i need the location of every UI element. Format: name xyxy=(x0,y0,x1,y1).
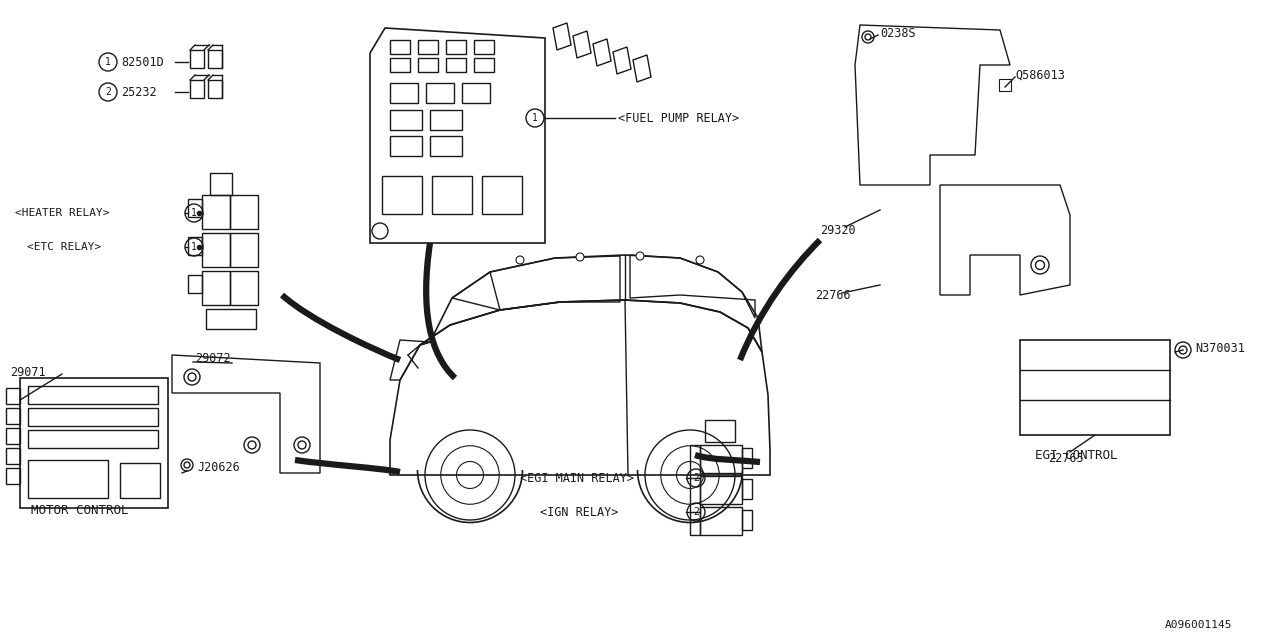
Circle shape xyxy=(696,256,704,264)
Bar xyxy=(483,176,522,214)
Bar xyxy=(705,420,735,442)
Bar xyxy=(230,233,259,267)
Text: <ETC RELAY>: <ETC RELAY> xyxy=(27,242,101,252)
Bar xyxy=(390,58,410,72)
Bar xyxy=(209,50,221,68)
Bar xyxy=(700,445,742,473)
Text: N370031: N370031 xyxy=(1196,342,1245,355)
Bar xyxy=(188,275,202,293)
Bar xyxy=(742,479,753,499)
Text: Q586013: Q586013 xyxy=(1015,68,1065,81)
Bar xyxy=(474,40,494,54)
Bar xyxy=(209,80,221,98)
Bar xyxy=(230,271,259,305)
Bar xyxy=(28,460,108,498)
Bar xyxy=(690,445,700,535)
Bar xyxy=(462,83,490,103)
Text: MOTOR CONTROL: MOTOR CONTROL xyxy=(31,504,129,516)
Bar xyxy=(189,50,204,68)
Text: 1: 1 xyxy=(191,208,197,218)
Bar xyxy=(419,58,438,72)
Bar xyxy=(28,408,157,426)
Text: <EGI MAIN RELAY>: <EGI MAIN RELAY> xyxy=(520,472,634,484)
Bar xyxy=(445,40,466,54)
Bar xyxy=(6,408,20,424)
Text: 1: 1 xyxy=(532,113,538,123)
Bar xyxy=(700,507,742,535)
Bar xyxy=(202,195,230,229)
Text: 1: 1 xyxy=(105,57,111,67)
Bar xyxy=(20,378,168,508)
Bar xyxy=(390,136,422,156)
Text: 2: 2 xyxy=(692,507,699,517)
Bar xyxy=(390,40,410,54)
Text: 1: 1 xyxy=(191,242,197,252)
Bar xyxy=(445,58,466,72)
Text: 22766: 22766 xyxy=(815,289,851,301)
Bar xyxy=(700,476,742,504)
Text: 29320: 29320 xyxy=(820,223,855,237)
Bar xyxy=(742,510,753,530)
Text: A096001145: A096001145 xyxy=(1165,620,1233,630)
Text: 22765: 22765 xyxy=(1048,451,1084,465)
Bar xyxy=(189,80,204,98)
Bar xyxy=(390,110,422,130)
Bar xyxy=(28,430,157,448)
Text: <IGN RELAY>: <IGN RELAY> xyxy=(540,506,618,518)
Text: <HEATER RELAY>: <HEATER RELAY> xyxy=(15,208,110,218)
Text: 2: 2 xyxy=(105,87,111,97)
Bar xyxy=(390,83,419,103)
Bar xyxy=(210,173,232,195)
Bar xyxy=(6,468,20,484)
Text: 29071: 29071 xyxy=(10,365,46,378)
Circle shape xyxy=(636,252,644,260)
Text: 25232: 25232 xyxy=(122,86,156,99)
Circle shape xyxy=(576,253,584,261)
Bar xyxy=(474,58,494,72)
Text: J20626: J20626 xyxy=(197,461,239,474)
Bar xyxy=(6,388,20,404)
Bar xyxy=(230,195,259,229)
Bar xyxy=(202,271,230,305)
Bar xyxy=(430,110,462,130)
Bar xyxy=(433,176,472,214)
Text: <FUEL PUMP RELAY>: <FUEL PUMP RELAY> xyxy=(618,111,739,125)
Text: EGI CONTROL: EGI CONTROL xyxy=(1036,449,1117,461)
Bar xyxy=(6,428,20,444)
Text: 0238S: 0238S xyxy=(881,26,915,40)
Bar xyxy=(381,176,422,214)
Bar xyxy=(742,448,753,468)
Bar xyxy=(188,199,202,217)
Circle shape xyxy=(516,256,524,264)
Bar xyxy=(206,309,256,329)
Bar xyxy=(28,386,157,404)
Bar xyxy=(430,136,462,156)
Bar xyxy=(426,83,454,103)
Text: 29072: 29072 xyxy=(195,351,230,365)
Text: 2: 2 xyxy=(692,473,699,483)
Bar xyxy=(188,237,202,255)
Bar xyxy=(6,448,20,464)
Bar xyxy=(419,40,438,54)
Bar xyxy=(120,463,160,498)
Text: 82501D: 82501D xyxy=(122,56,164,68)
Bar xyxy=(1020,340,1170,435)
Bar xyxy=(202,233,230,267)
